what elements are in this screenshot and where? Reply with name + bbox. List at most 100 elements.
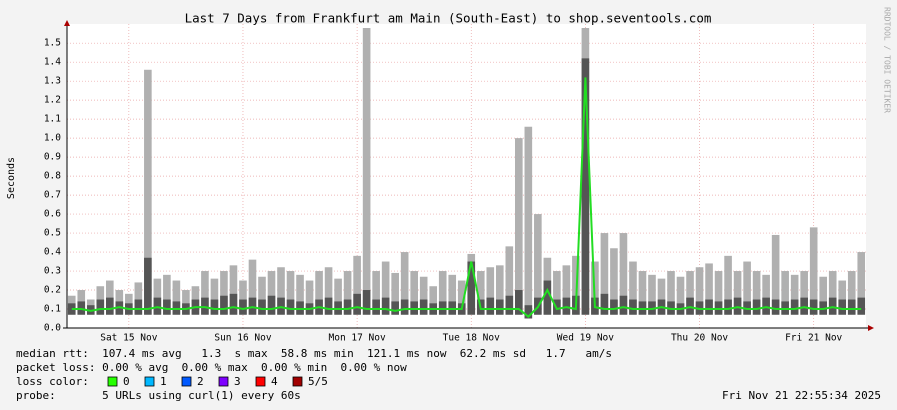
- smoke-bar: [657, 278, 666, 315]
- smoke-bar: [210, 299, 219, 315]
- smoke-bar: [724, 299, 732, 315]
- legend-swatch: [181, 376, 192, 387]
- x-tick-label: Wed 19 Nov: [557, 333, 614, 344]
- smoke-bar: [486, 267, 495, 315]
- probe-info: probe: 5 URLs using curl(1) every 60s: [16, 389, 301, 402]
- smoke-bar: [277, 267, 285, 315]
- smoke-bar: [695, 267, 704, 315]
- y-tick-label: 0.2: [44, 285, 61, 296]
- smoke-bar: [648, 274, 656, 315]
- smoke-bar: [144, 69, 152, 315]
- smoke-bar: [752, 271, 761, 315]
- x-tick-label: Fri 21 Nov: [785, 333, 842, 344]
- smoke-bar: [163, 299, 171, 315]
- smoke-bar: [448, 274, 457, 315]
- y-tick-label: 1.2: [44, 95, 61, 106]
- smoke-bar: [524, 126, 533, 319]
- smoke-bar: [372, 299, 380, 315]
- smoke-bar: [476, 271, 485, 315]
- smoke-bar: [524, 305, 533, 319]
- smoke-bar: [847, 271, 856, 315]
- legend-label: 5/5: [308, 375, 328, 388]
- smoke-bar: [667, 271, 675, 315]
- smoke-bar: [610, 299, 618, 315]
- smoke-bar: [239, 280, 247, 315]
- smoke-bar: [229, 265, 238, 315]
- y-tick-label: 0.0: [44, 323, 61, 334]
- smoke-bar: [705, 263, 713, 315]
- smoke-bar: [267, 271, 276, 315]
- smoke-bar: [495, 265, 504, 315]
- smoke-bar: [676, 276, 685, 315]
- legend-label: 1: [160, 375, 167, 388]
- smoke-bar: [467, 261, 476, 315]
- smoke-bar: [781, 271, 789, 315]
- smoke-bar: [258, 299, 266, 315]
- smoke-bar: [153, 278, 162, 315]
- smoke-bar: [286, 271, 295, 315]
- smoke-bar: [543, 280, 552, 315]
- smoke-bar: [610, 248, 618, 315]
- smoke-bar: [809, 227, 818, 315]
- smoke-bar: [724, 255, 732, 315]
- smoke-bar: [600, 233, 609, 315]
- smoke-bar: [134, 282, 143, 315]
- smoke-bar: [553, 271, 561, 315]
- smoke-bar: [819, 276, 828, 315]
- y-tick-label: 0.9: [44, 152, 61, 163]
- smoke-bar: [638, 271, 647, 315]
- x-tick-label: Sat 15 Nov: [100, 333, 157, 344]
- y-tick-label: 1.5: [44, 38, 61, 49]
- smoke-bar: [362, 28, 371, 315]
- smoke-bar: [305, 280, 314, 315]
- smoke-bar: [800, 271, 808, 315]
- smoke-bar: [353, 293, 361, 315]
- smoke-bar: [372, 271, 380, 315]
- smoke-bar: [686, 271, 694, 315]
- legend-label: 2: [197, 375, 204, 388]
- smoke-bar: [182, 290, 190, 315]
- smoke-bar: [705, 299, 713, 315]
- smoke-bar: [600, 293, 609, 315]
- smoke-bar: [134, 299, 143, 315]
- x-tick-label: Mon 17 Nov: [329, 333, 386, 344]
- smoke-bar: [239, 299, 247, 315]
- smoke-bar: [857, 297, 866, 315]
- smoke-bar: [733, 271, 742, 315]
- x-tick-label: Tue 18 Nov: [443, 333, 500, 344]
- smoke-bar: [391, 301, 399, 315]
- smoke-bar: [581, 58, 590, 315]
- smoke-bar: [163, 274, 171, 315]
- smoke-bar: [324, 267, 333, 315]
- smoke-bar: [762, 274, 770, 315]
- timestamp: Fri Nov 21 22:55:34 2025: [722, 389, 881, 402]
- smoke-bar: [771, 299, 780, 315]
- smoke-bar: [562, 265, 571, 315]
- smoke-bar: [790, 274, 799, 315]
- smoke-bar: [400, 252, 409, 315]
- smoke-bar: [343, 271, 352, 315]
- smoke-bar: [438, 271, 447, 315]
- smoke-bar: [105, 297, 114, 315]
- smoke-bar: [258, 276, 266, 315]
- y-tick-label: 0.8: [44, 171, 61, 182]
- smoke-bar: [267, 295, 276, 315]
- legend-swatch: [218, 376, 229, 387]
- smoke-bar: [96, 299, 105, 315]
- smoke-bar: [381, 261, 390, 315]
- smoke-bar: [220, 295, 228, 315]
- smoke-bar: [534, 214, 542, 315]
- x-tick-label: Sun 16 Nov: [214, 333, 271, 344]
- legend-label: 0: [123, 375, 130, 388]
- smoke-bar: [391, 272, 399, 315]
- smoke-bar: [486, 297, 495, 315]
- legend-label: 4: [271, 375, 278, 388]
- x-axis-arrow: [868, 325, 874, 331]
- smoke-bar: [324, 297, 333, 315]
- smoke-bar: [847, 299, 856, 315]
- y-tick-label: 0.3: [44, 266, 61, 277]
- chart-title: Last 7 Days from Frankfurt am Main (Sout…: [185, 11, 712, 26]
- smoke-bar: [220, 271, 228, 315]
- smoke-bar: [248, 259, 257, 315]
- smoke-bar: [457, 280, 466, 315]
